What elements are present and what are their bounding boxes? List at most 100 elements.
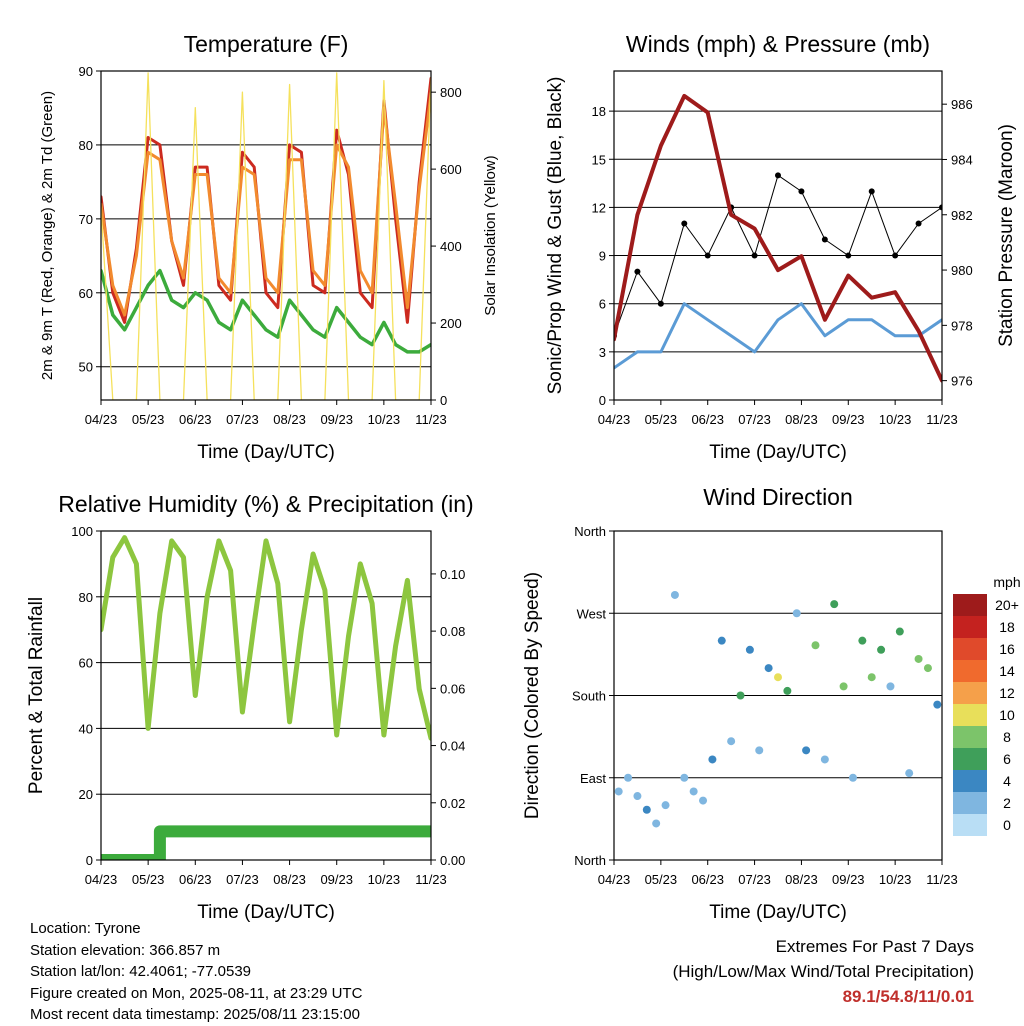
gust-point: [892, 252, 899, 259]
y2-tick-label: 800: [440, 85, 462, 100]
colorbar-swatch: [953, 748, 987, 770]
direction-point: [736, 691, 745, 700]
gust-point: [634, 268, 641, 275]
direction-point: [914, 654, 923, 663]
y-tick-label: 80: [79, 590, 93, 605]
gust-point: [798, 188, 805, 195]
x-axis-label: Time (Day/UTC): [709, 902, 847, 923]
gust-point: [868, 188, 875, 195]
colorbar-label: 2: [1003, 795, 1011, 811]
direction-point: [839, 682, 848, 691]
y2-tick-label: 400: [440, 239, 462, 254]
y-tick-label: 40: [79, 721, 93, 736]
series-line: [614, 302, 942, 370]
y-tick-label: 80: [79, 138, 93, 153]
direction-point: [661, 801, 670, 810]
y2-tick-label: 0.10: [440, 567, 465, 582]
x-axis-label: Time (Day/UTC): [709, 442, 847, 463]
x-tick-label: 04/23: [598, 412, 631, 427]
gust-point: [704, 252, 711, 259]
chart-title: Relative Humidity (%) & Precipitation (i…: [58, 491, 473, 517]
direction-point: [755, 746, 764, 755]
x-axis-label: Time (Day/UTC): [197, 442, 335, 463]
gust-point: [681, 220, 688, 227]
series-line: [101, 91, 431, 317]
x-tick-label: 10/23: [879, 412, 912, 427]
direction-point: [792, 609, 801, 618]
y-tick-label: South: [572, 689, 606, 704]
plot-area: [614, 71, 942, 400]
colorbar-label: 16: [999, 641, 1015, 657]
y2-tick-label: 0: [440, 393, 447, 408]
x-tick-label: 06/23: [691, 412, 724, 427]
y-tick-label: East: [580, 771, 606, 786]
colorbar-swatch: [953, 792, 987, 814]
colorbar-swatch: [953, 616, 987, 638]
colorbar-swatch: [953, 726, 987, 748]
y-tick-label: 9: [599, 249, 606, 264]
direction-point: [858, 636, 867, 645]
x-tick-label: 05/23: [132, 412, 165, 427]
direction-point: [923, 664, 932, 673]
x-tick-label: 04/23: [85, 872, 118, 887]
direction-point: [670, 590, 679, 599]
colorbar-label: 0: [1003, 817, 1011, 833]
direction-point: [802, 746, 811, 755]
direction-point: [774, 673, 782, 682]
y2-tick-label: 976: [951, 374, 973, 389]
colorbar-swatch: [953, 814, 987, 836]
x-tick-label: 10/23: [368, 412, 401, 427]
chart-title: Winds (mph) & Pressure (mb): [626, 31, 930, 57]
y2-tick-label: 0.04: [440, 739, 465, 754]
y-axis-label: Direction (Colored By Speed): [522, 572, 543, 819]
station-latlon: Station lat/lon: 42.4061; -77.0539: [30, 963, 252, 980]
x-tick-label: 11/23: [415, 872, 447, 887]
x-tick-label: 07/23: [738, 872, 771, 887]
gust-point: [751, 252, 758, 259]
direction-point: [877, 645, 886, 654]
y2-tick-label: 200: [440, 316, 462, 331]
y2-tick-label: 982: [951, 208, 973, 223]
y2-tick-label: 0.08: [440, 624, 465, 639]
direction-point: [614, 787, 623, 796]
x-tick-label: 10/23: [879, 872, 912, 887]
recent-timestamp: Most recent data timestamp: 2025/08/11 2…: [30, 1006, 360, 1023]
y-axis-label: 2m & 9m T (Red, Orange) & 2m Td (Green): [39, 91, 56, 380]
direction-point: [624, 773, 633, 782]
direction-point: [642, 805, 651, 814]
x-tick-label: 11/23: [415, 412, 447, 427]
y-tick-label: North: [574, 524, 606, 539]
extremes-subtitle: (High/Low/Max Wind/Total Precipitation): [672, 962, 974, 981]
direction-point: [652, 819, 661, 828]
extremes-title: Extremes For Past 7 Days: [775, 937, 974, 956]
colorbar-swatch: [953, 660, 987, 682]
y2-tick-label: 978: [951, 318, 973, 333]
x-tick-label: 07/23: [738, 412, 771, 427]
series-line: [614, 93, 942, 383]
colorbar-title: mph: [993, 574, 1020, 590]
direction-point: [830, 600, 839, 609]
x-tick-label: 08/23: [785, 412, 818, 427]
x-tick-label: 06/23: [179, 412, 212, 427]
direction-point: [848, 773, 857, 782]
colorbar-label: 4: [1003, 773, 1011, 789]
station-info: Location: Tyrone Station elevation: 366.…: [30, 918, 362, 1026]
x-tick-label: 09/23: [320, 412, 353, 427]
y-tick-label: North: [574, 853, 606, 868]
gust-point: [657, 300, 664, 307]
y2-tick-label: 984: [951, 152, 973, 167]
x-tick-label: 08/23: [273, 412, 306, 427]
x-tick-label: 04/23: [598, 872, 631, 887]
y-tick-label: 60: [79, 286, 93, 301]
chart-title: Temperature (F): [184, 31, 349, 57]
extremes-panel: Extremes For Past 7 Days (High/Low/Max W…: [673, 934, 974, 1009]
direction-point: [933, 700, 942, 709]
x-tick-label: 10/23: [368, 872, 401, 887]
direction-point: [633, 792, 642, 801]
y-tick-label: 20: [79, 787, 93, 802]
y-tick-label: 0: [599, 393, 606, 408]
chart-title: Wind Direction: [703, 484, 853, 510]
direction-point: [783, 686, 792, 695]
y-tick-label: 70: [79, 212, 93, 227]
x-tick-label: 11/23: [926, 412, 958, 427]
